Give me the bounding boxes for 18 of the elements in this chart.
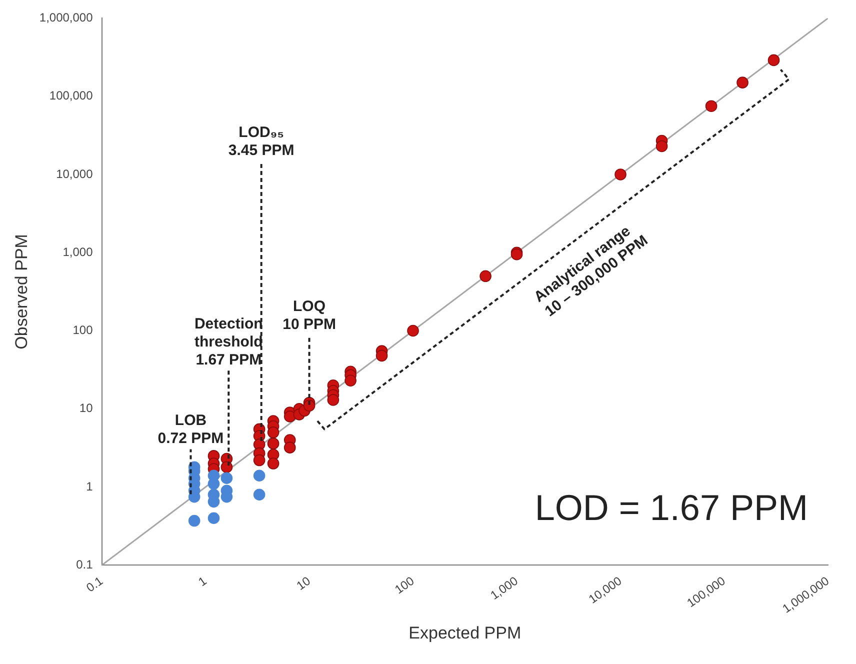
y-tick-label: 10 — [79, 401, 94, 416]
y-tick-label: 0.1 — [76, 557, 94, 572]
y-tick-label: 10,000 — [56, 166, 94, 181]
x-tick-label: 100 — [392, 574, 417, 597]
ref-line-label: Detection threshold 1.67 PPM — [194, 316, 263, 369]
annotation: LOD = 1.67 PPM — [534, 487, 808, 528]
ref-line-label: LOD₉₅ 3.45 PPM — [228, 124, 294, 160]
ref-line-label: LOB 0.72 PPM — [158, 412, 224, 448]
y-axis-title: Observed PPM — [12, 234, 31, 350]
y-tick-label: 100,000 — [49, 88, 94, 103]
ref-line-label: LOQ 10 PPM — [282, 298, 336, 333]
y-tick-label: 1,000,000 — [39, 10, 94, 25]
y-tick-label: 100 — [72, 323, 94, 338]
x-tick-label: 10 — [294, 574, 314, 593]
y-tick-label: 1,000 — [62, 244, 94, 259]
x-tick-label: 1 — [196, 574, 210, 590]
x-axis-title: Expected PPM — [408, 623, 522, 642]
y-tick-label: 1 — [86, 479, 94, 494]
